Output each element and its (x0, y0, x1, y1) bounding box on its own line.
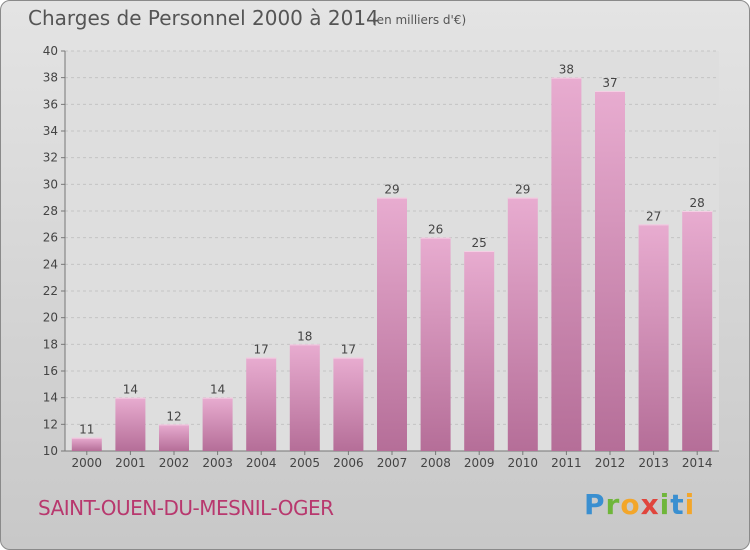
x-tick-label: 2002 (159, 456, 190, 470)
x-tick-label: 2012 (595, 456, 626, 470)
x-tick-label: 2001 (115, 456, 146, 470)
data-label: 37 (602, 76, 617, 90)
bar-2008 (420, 237, 451, 451)
bar-2014 (682, 211, 713, 451)
y-tick-label: 26 (43, 231, 58, 245)
bar-2002 (159, 424, 189, 451)
x-tick-label: 2014 (682, 456, 713, 470)
y-tick-label: 40 (43, 44, 58, 58)
x-tick-label: 2006 (333, 456, 364, 470)
data-label: 17 (254, 343, 269, 357)
bar-2009 (464, 251, 495, 451)
chart-subtitle: (en milliers d'€) (372, 13, 467, 27)
logo-letter: i (684, 488, 696, 521)
bar-2010 (507, 197, 538, 451)
x-tick-label: 2004 (246, 456, 277, 470)
y-tick-label: 14 (43, 391, 58, 405)
logo-letter: o (620, 488, 641, 521)
logo-letter: x (640, 488, 660, 521)
x-tick-label: 2009 (464, 456, 495, 470)
chart-title: Charges de Personnel 2000 à 2014 (28, 6, 379, 30)
x-tick-label: 2011 (551, 456, 582, 470)
bar-2004 (246, 357, 277, 451)
data-label: 11 (79, 423, 94, 437)
x-tick-label: 2005 (290, 456, 321, 470)
y-tick-label: 34 (43, 124, 58, 138)
data-label: 14 (123, 383, 138, 397)
commune-name: SAINT-OUEN-DU-MESNIL-OGER (38, 496, 334, 520)
x-tick-label: 2003 (202, 456, 233, 470)
y-tick-label: 36 (43, 97, 58, 111)
y-tick-label: 18 (43, 337, 58, 351)
data-label: 17 (341, 343, 356, 357)
data-label: 14 (210, 383, 225, 397)
x-tick-label: 2010 (508, 456, 539, 470)
data-label: 38 (559, 63, 574, 77)
bar-2005 (289, 344, 320, 451)
y-tick-label: 10 (43, 444, 58, 458)
data-label: 25 (472, 236, 487, 250)
data-label: 18 (297, 329, 312, 343)
bar-2011 (551, 77, 582, 452)
x-tick-label: 2008 (420, 456, 451, 470)
bar-2013 (638, 224, 669, 451)
y-tick-label: 38 (43, 71, 58, 85)
logo-letter: i (659, 488, 671, 521)
y-tick-label: 16 (43, 364, 58, 378)
y-tick-label: 22 (43, 284, 58, 298)
y-tick-label: 12 (43, 417, 58, 431)
y-tick-label: 20 (43, 311, 58, 325)
y-tick-label: 32 (43, 151, 58, 165)
data-label: 26 (428, 223, 443, 237)
logo-letter: P (584, 488, 606, 521)
x-tick-label: 2013 (638, 456, 669, 470)
data-label: 29 (515, 183, 530, 197)
bar-2012 (595, 91, 625, 451)
proxiti-logo: Proxiti (584, 488, 695, 521)
bar-2006 (333, 357, 364, 451)
x-tick-label: 2000 (72, 456, 103, 470)
logo-letter: r (605, 488, 621, 521)
bar-2001 (115, 397, 146, 451)
y-tick-label: 28 (43, 204, 58, 218)
data-label: 29 (384, 183, 399, 197)
bar-2000 (71, 437, 102, 451)
data-label: 27 (646, 209, 661, 223)
data-label: 28 (690, 196, 705, 210)
y-tick-label: 30 (43, 177, 58, 191)
bar-2007 (377, 197, 407, 451)
x-tick-label: 2007 (377, 456, 408, 470)
logo-letter: t (670, 488, 685, 521)
data-label: 12 (166, 409, 181, 423)
y-tick-label: 24 (43, 257, 58, 271)
bar-2003 (202, 397, 233, 451)
